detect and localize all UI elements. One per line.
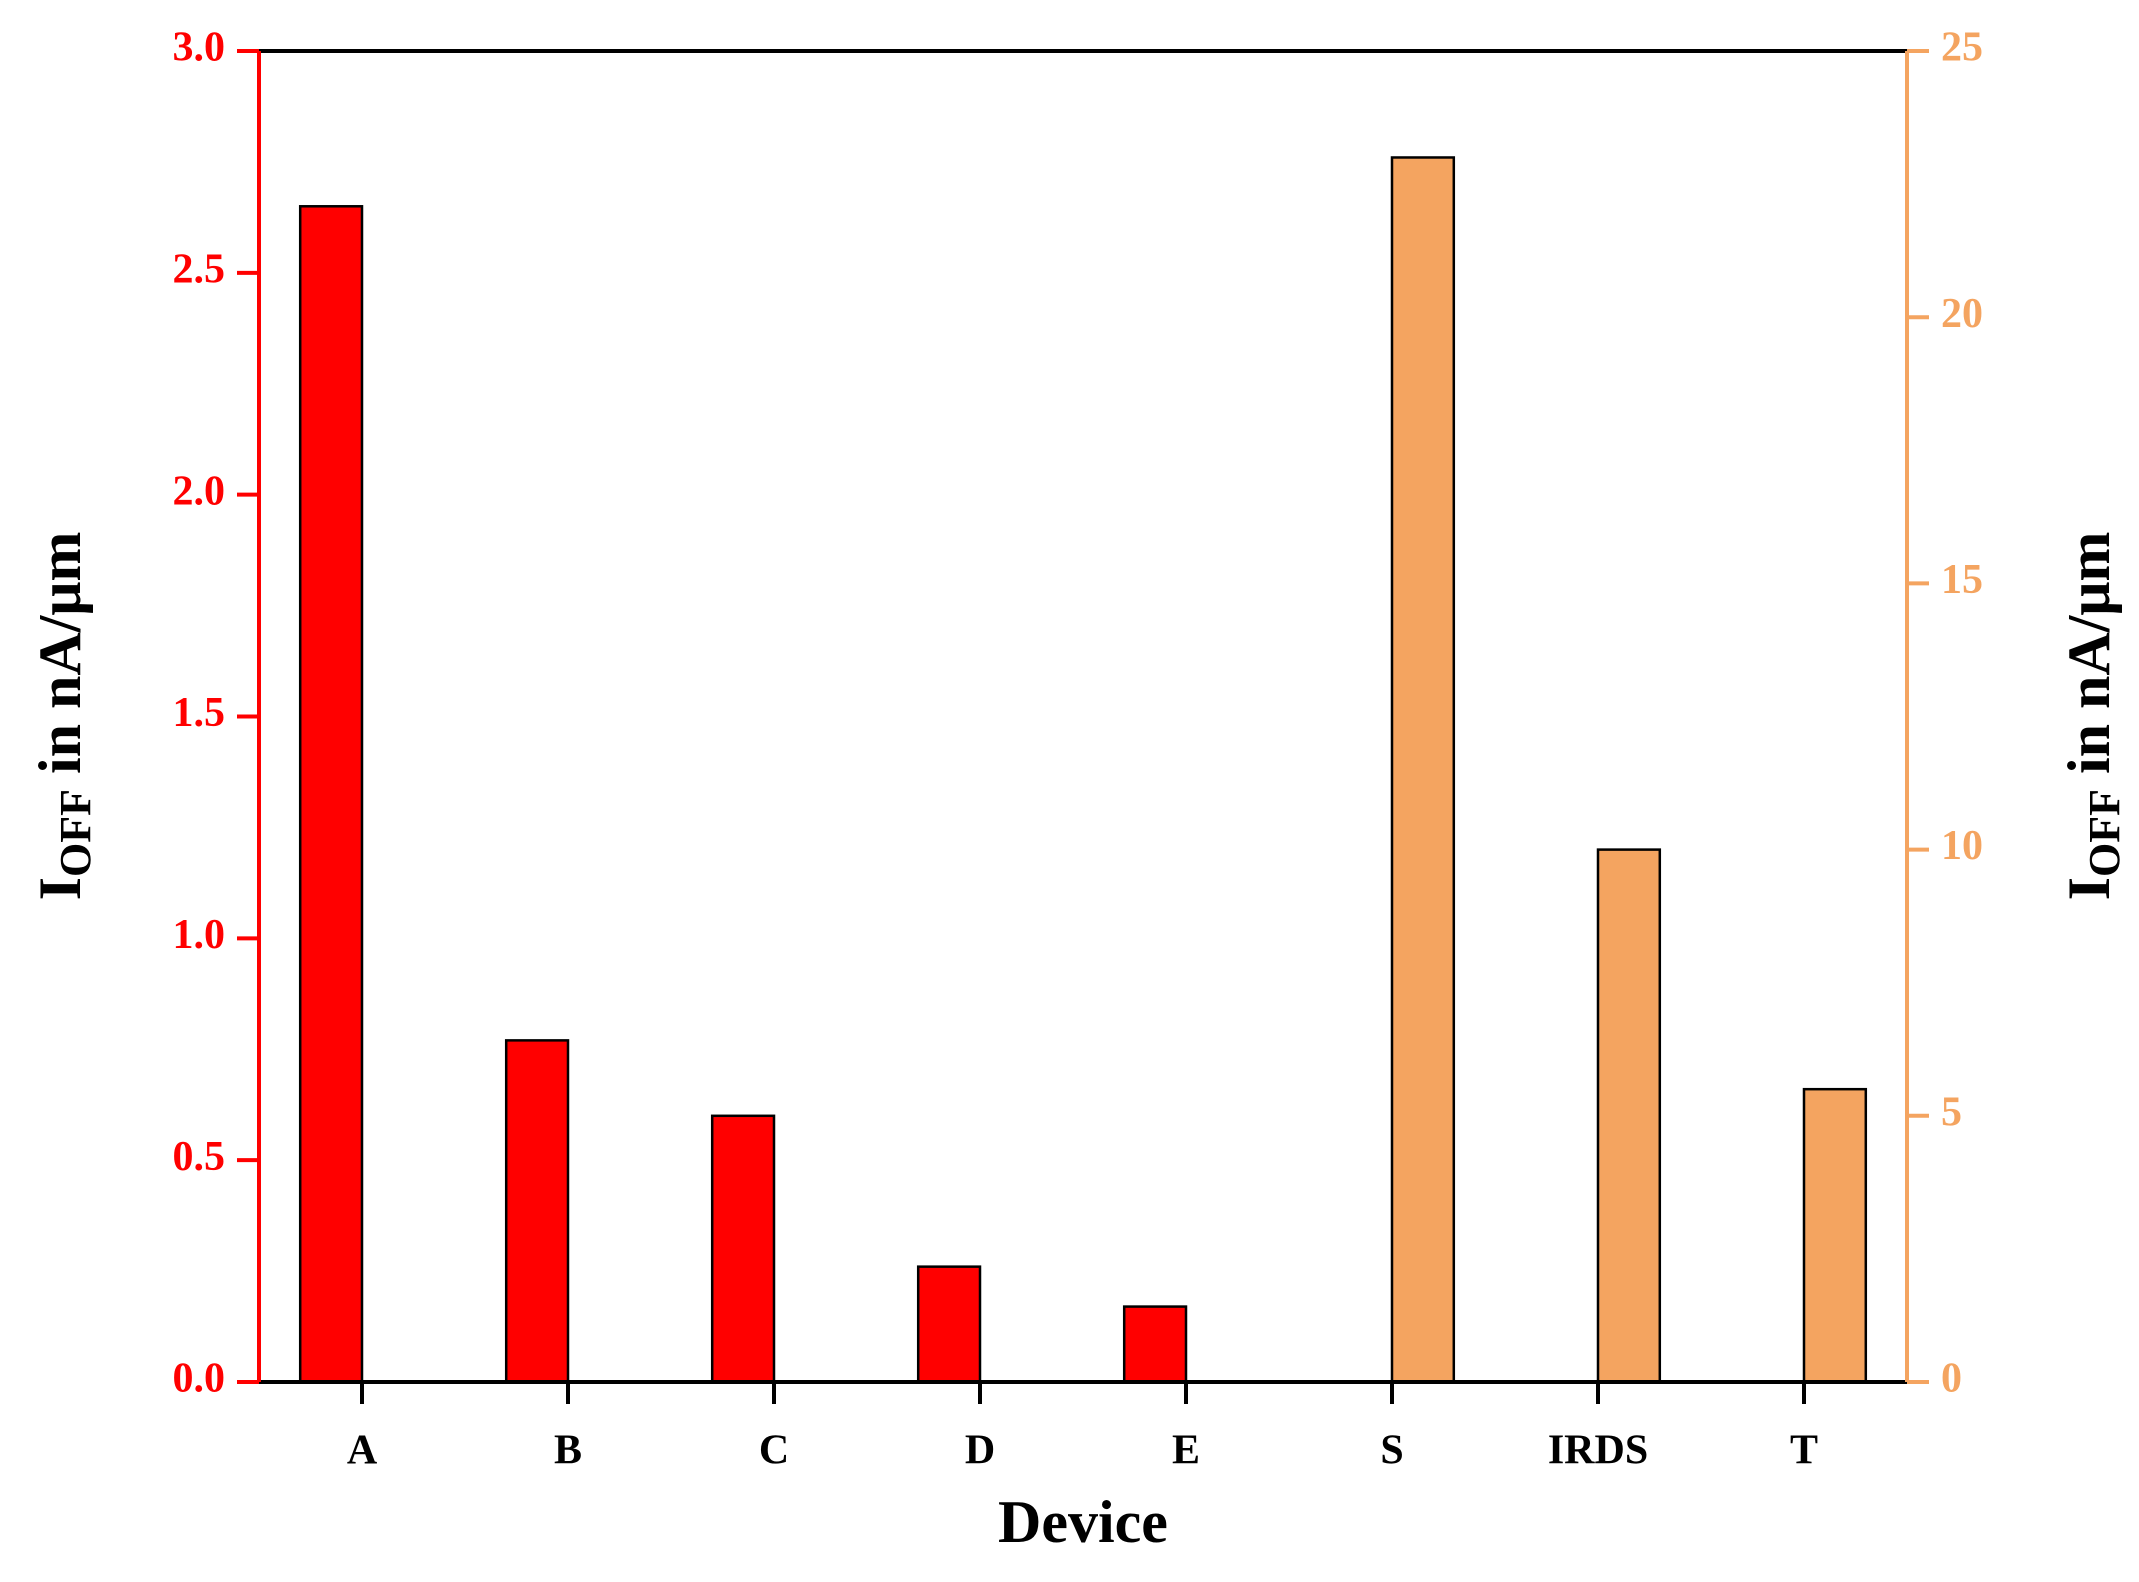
y-tick-label: 1.0: [173, 912, 226, 958]
y2-axis-title-rest: in nA/μm: [2056, 532, 2122, 789]
x-tick-label: D: [965, 1428, 995, 1474]
x-axis-title: Device: [998, 1489, 1168, 1555]
bar: [298, 205, 364, 1384]
bar: [1596, 848, 1662, 1384]
y-tick-label: 3.0: [173, 25, 226, 71]
y-axis-title-rest: in nA/μm: [27, 532, 93, 789]
y-tick-label: 2.5: [173, 246, 226, 292]
y-tick-label: 1.5: [173, 690, 226, 736]
y2-axis-title-main: I: [2056, 877, 2122, 900]
x-tick-label: B: [554, 1428, 582, 1474]
y2-tick-label: 15: [1941, 557, 1983, 603]
y-axis-title-main: I: [27, 877, 93, 900]
y-axis-title-sub: OFF: [51, 789, 100, 877]
x-tick-label: C: [759, 1428, 789, 1474]
y-tick-label: 2.0: [173, 468, 226, 514]
x-tick-label: T: [1790, 1428, 1818, 1474]
y2-tick-label: 5: [1941, 1089, 1962, 1135]
bar: [1802, 1087, 1868, 1384]
y-tick-label: 0.5: [173, 1134, 226, 1180]
x-tick-label: S: [1380, 1428, 1403, 1474]
y2-tick-label: 10: [1941, 823, 1983, 869]
y2-tick-label: 0: [1941, 1356, 1962, 1402]
bar: [916, 1265, 982, 1384]
y2-axis-title: IOFF in nA/μm: [2056, 532, 2129, 901]
bar: [504, 1039, 570, 1384]
x-tick-label: E: [1172, 1428, 1200, 1474]
bar: [1122, 1305, 1188, 1384]
x-tick-label: A: [347, 1428, 378, 1474]
bar: [1390, 156, 1456, 1384]
bar: [710, 1114, 776, 1384]
y2-tick-label: 25: [1941, 25, 1983, 71]
y-tick-label: 0.0: [173, 1356, 226, 1402]
y-axis-title: IOFF in nA/μm: [27, 532, 100, 901]
y2-tick-label: 20: [1941, 291, 1983, 337]
y2-axis-title-sub: OFF: [2080, 789, 2129, 877]
x-tick-label: IRDS: [1548, 1428, 1648, 1474]
